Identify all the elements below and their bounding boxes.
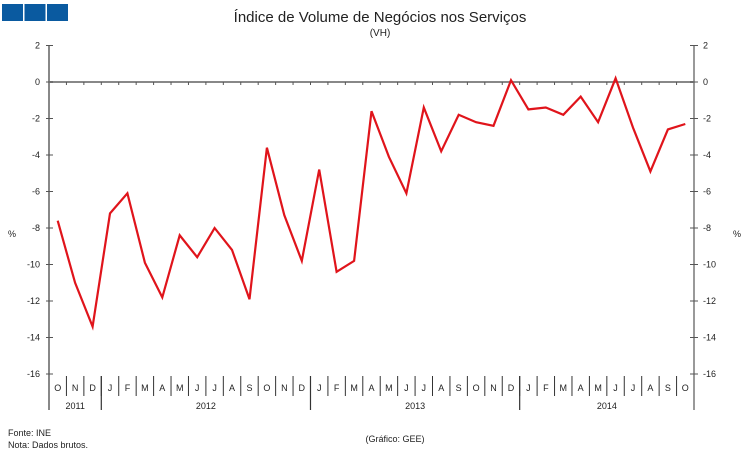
month-label: M [594,383,602,393]
month-label: J [613,383,618,393]
month-label: J [195,383,200,393]
month-label: M [350,383,358,393]
month-label: M [176,383,184,393]
y-tick-label-right: -4 [703,150,711,160]
month-label: J [526,383,531,393]
month-label: A [368,383,374,393]
month-label: O [263,383,270,393]
month-label: F [334,383,340,393]
month-label: J [631,383,636,393]
credit-note: (Gráfico: GEE) [365,434,424,444]
month-label: S [246,383,252,393]
y-tick-label-left: 2 [35,41,40,51]
y-axis-label-right: % [733,229,741,239]
y-tick-label-right: -16 [703,369,716,379]
year-label: 2013 [405,401,425,411]
y-tick-label-left: -6 [32,187,40,197]
y-tick-label-left: -14 [27,333,40,343]
month-label: A [229,383,235,393]
month-label: S [665,383,671,393]
month-label: M [560,383,568,393]
month-label: N [72,383,79,393]
month-label: S [456,383,462,393]
logo-block [24,4,46,21]
logo [2,4,68,21]
month-label: J [212,383,217,393]
month-label: D [89,383,96,393]
month-label: A [647,383,653,393]
month-label: N [490,383,497,393]
year-label: 2012 [196,401,216,411]
y-tick-label-left: -8 [32,223,40,233]
y-tick-label-left: 0 [35,77,40,87]
month-label: N [281,383,288,393]
month-label: O [682,383,689,393]
year-label: 2011 [65,401,84,411]
month-label: D [508,383,515,393]
y-tick-label-left: -4 [32,150,40,160]
y-tick-label-right: -2 [703,114,711,124]
month-label: J [404,383,409,393]
y-tick-label-left: -2 [32,114,40,124]
y-tick-label-right: 0 [703,77,708,87]
y-tick-label-left: -10 [27,260,40,270]
month-label: F [543,383,549,393]
month-label: J [422,383,427,393]
y-tick-label-right: -12 [703,296,716,306]
source-note: Fonte: INE [8,428,51,438]
chart-subtitle: (VH) [370,28,391,39]
month-label: D [299,383,306,393]
month-label: M [141,383,149,393]
y-tick-label-left: -16 [27,369,40,379]
data-note: Nota: Dados brutos. [8,440,88,450]
month-label: A [438,383,444,393]
y-tick-label-right: -8 [703,223,711,233]
month-label: A [159,383,165,393]
month-label: J [317,383,322,393]
series-line [56,75,686,331]
y-axis-label-left: % [8,229,16,239]
y-tick-label-left: -12 [27,296,40,306]
month-label: O [54,383,61,393]
month-label: M [385,383,393,393]
y-tick-label-right: -6 [703,187,711,197]
year-label: 2014 [597,401,617,411]
y-tick-label-right: -14 [703,333,716,343]
y-tick-label-right: -10 [703,260,716,270]
month-label: O [473,383,480,393]
month-label: J [108,383,113,393]
chart-title: Índice de Volume de Negócios nos Serviço… [234,9,527,26]
logo-block [47,4,68,21]
logo-block [2,4,23,21]
month-label: A [578,383,584,393]
y-tick-label-right: 2 [703,41,708,51]
month-label: F [125,383,131,393]
